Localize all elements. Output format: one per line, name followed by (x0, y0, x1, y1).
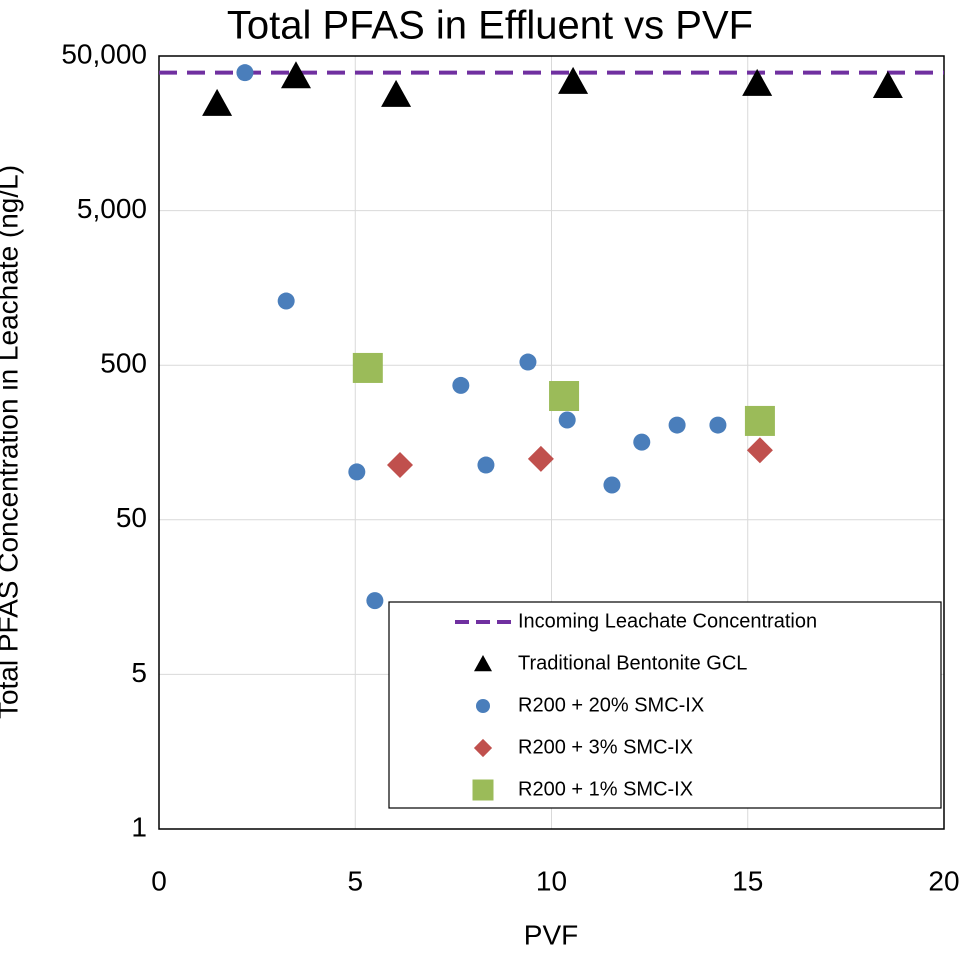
marker-circle (709, 416, 727, 434)
marker-circle (452, 376, 470, 394)
marker-triangle (202, 88, 233, 116)
legend-swatch (474, 655, 492, 672)
x-tick-label: 20 (928, 865, 959, 896)
x-tick-label: 15 (732, 865, 763, 896)
marker-diamond (386, 452, 413, 479)
marker-circle (366, 592, 384, 610)
legend-swatch (472, 779, 494, 801)
y-tick-label: 500 (100, 348, 147, 379)
marker-circle (558, 411, 576, 429)
y-tick-label: 5 (131, 657, 147, 688)
marker-triangle (280, 61, 311, 89)
marker-triangle (742, 68, 773, 96)
y-tick-label: 1 (131, 811, 147, 842)
legend-label: Traditional Bentonite GCL (518, 652, 747, 674)
marker-circle (348, 463, 366, 481)
marker-square (744, 405, 775, 436)
x-tick-label: 5 (347, 865, 363, 896)
marker-circle (236, 64, 254, 82)
marker-circle (477, 456, 495, 474)
marker-triangle (381, 79, 412, 107)
legend-label: R200 + 1% SMC-IX (518, 778, 693, 800)
legend-swatch (476, 699, 490, 713)
chart-title: Total PFAS in Effluent vs PVF (227, 4, 753, 48)
x-tick-label: 0 (151, 865, 167, 896)
marker-square (352, 352, 383, 383)
marker-diamond (527, 445, 554, 472)
legend-label: Incoming Leachate Concentration (518, 610, 817, 632)
y-tick-label: 50,000 (61, 38, 147, 69)
x-tick-label: 10 (536, 865, 567, 896)
y-tick-label: 5,000 (77, 193, 147, 224)
x-axis-label: PVF (524, 919, 578, 950)
marker-circle (277, 292, 295, 310)
marker-circle (668, 416, 686, 434)
marker-triangle (872, 70, 903, 98)
marker-circle (519, 353, 537, 371)
marker-circle (633, 433, 651, 451)
y-axis-label: Total PFAS Concentration in Leachate (ng… (0, 165, 23, 719)
marker-diamond (746, 437, 773, 464)
legend-label: R200 + 20% SMC-IX (518, 694, 704, 716)
plot-frame (158, 55, 945, 830)
marker-square (549, 381, 580, 412)
marker-triangle (558, 66, 589, 94)
y-tick-label: 50 (116, 502, 147, 533)
legend-label: R200 + 3% SMC-IX (518, 736, 693, 758)
marker-circle (603, 476, 621, 494)
